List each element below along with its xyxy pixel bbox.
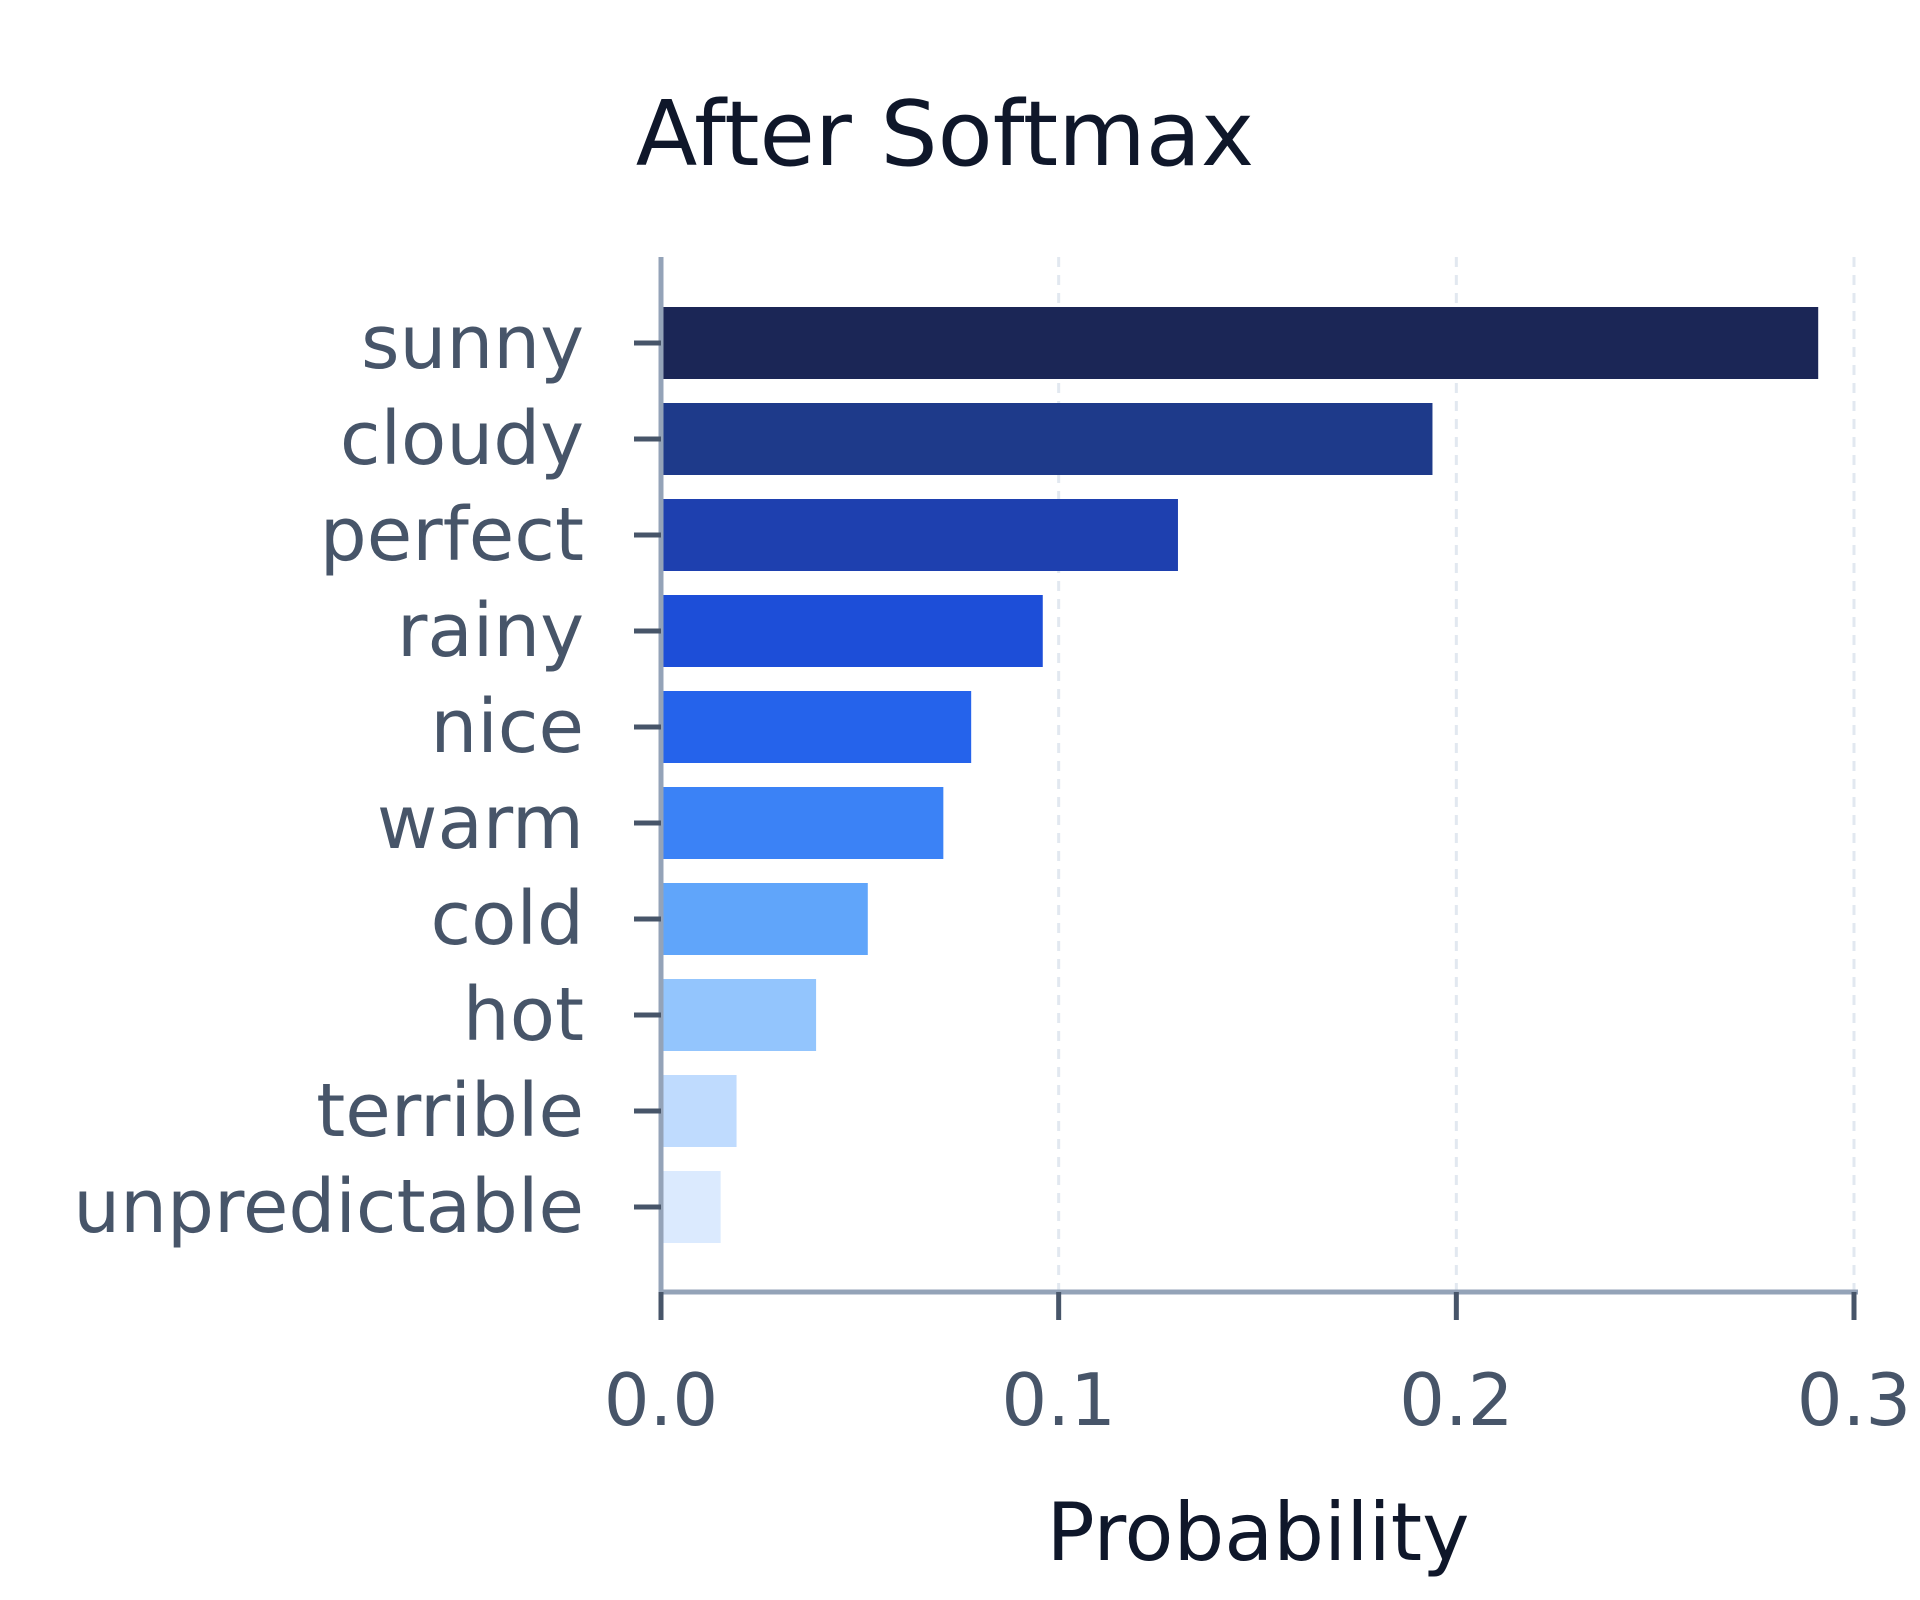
x-axis-label: Probability bbox=[1047, 1486, 1470, 1579]
x-tick-label-0.2: 0.2 bbox=[1399, 1358, 1514, 1442]
category-label-rainy: rainy bbox=[397, 588, 584, 674]
category-label-cold: cold bbox=[431, 876, 585, 962]
x-tick-label-0.1: 0.1 bbox=[1001, 1358, 1116, 1442]
bar-sunny bbox=[661, 307, 1819, 379]
y-ticks: sunny cloudy perfect rainy nice warm cold hot te… bbox=[73, 300, 661, 1250]
axes bbox=[658, 257, 1858, 1295]
x-tick-label-0.0: 0.0 bbox=[604, 1358, 719, 1442]
category-label-nice: nice bbox=[430, 684, 584, 770]
x-ticks: 0.0 0.1 0.2 0.3 bbox=[604, 1292, 1912, 1442]
category-label-unpredictable: unpredictable bbox=[73, 1164, 584, 1250]
bar-terrible bbox=[661, 1075, 737, 1147]
chart-title: After Softmax bbox=[636, 82, 1254, 187]
category-label-sunny: sunny bbox=[361, 300, 584, 386]
bar-nice bbox=[661, 691, 972, 763]
category-label-terrible: terrible bbox=[316, 1068, 584, 1154]
bar-warm bbox=[661, 787, 944, 859]
category-label-hot: hot bbox=[463, 972, 584, 1058]
category-label-perfect: perfect bbox=[320, 492, 584, 578]
bar-cloudy bbox=[661, 403, 1433, 475]
bar-unpredictable bbox=[661, 1171, 721, 1243]
bar-hot bbox=[661, 979, 817, 1051]
bars bbox=[661, 307, 1819, 1243]
category-label-warm: warm bbox=[377, 780, 584, 866]
bar-cold bbox=[661, 883, 868, 955]
bar-perfect bbox=[661, 499, 1178, 571]
bar-rainy bbox=[661, 595, 1043, 667]
x-tick-label-0.3: 0.3 bbox=[1797, 1358, 1912, 1442]
category-label-cloudy: cloudy bbox=[340, 396, 584, 482]
